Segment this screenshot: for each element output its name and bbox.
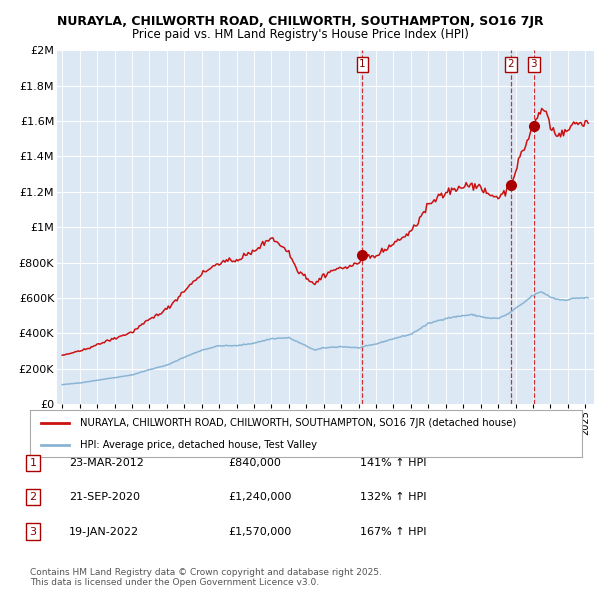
Text: £840,000: £840,000 [228, 458, 281, 468]
Text: 3: 3 [530, 60, 537, 69]
Text: 1: 1 [359, 60, 366, 69]
Text: £1,570,000: £1,570,000 [228, 527, 291, 536]
Text: Contains HM Land Registry data © Crown copyright and database right 2025.
This d: Contains HM Land Registry data © Crown c… [30, 568, 382, 587]
Text: 23-MAR-2012: 23-MAR-2012 [69, 458, 144, 468]
Text: NURAYLA, CHILWORTH ROAD, CHILWORTH, SOUTHAMPTON, SO16 7JR: NURAYLA, CHILWORTH ROAD, CHILWORTH, SOUT… [56, 15, 544, 28]
Text: NURAYLA, CHILWORTH ROAD, CHILWORTH, SOUTHAMPTON, SO16 7JR (detached house): NURAYLA, CHILWORTH ROAD, CHILWORTH, SOUT… [80, 418, 516, 428]
Text: 19-JAN-2022: 19-JAN-2022 [69, 527, 139, 536]
Text: 3: 3 [29, 527, 37, 536]
Text: 21-SEP-2020: 21-SEP-2020 [69, 493, 140, 502]
Text: 141% ↑ HPI: 141% ↑ HPI [360, 458, 427, 468]
Text: 167% ↑ HPI: 167% ↑ HPI [360, 527, 427, 536]
Text: 2: 2 [508, 60, 514, 69]
Text: 1: 1 [29, 458, 37, 468]
Text: HPI: Average price, detached house, Test Valley: HPI: Average price, detached house, Test… [80, 440, 317, 450]
Text: Price paid vs. HM Land Registry's House Price Index (HPI): Price paid vs. HM Land Registry's House … [131, 28, 469, 41]
Text: £1,240,000: £1,240,000 [228, 493, 292, 502]
Text: 2: 2 [29, 493, 37, 502]
Text: 132% ↑ HPI: 132% ↑ HPI [360, 493, 427, 502]
